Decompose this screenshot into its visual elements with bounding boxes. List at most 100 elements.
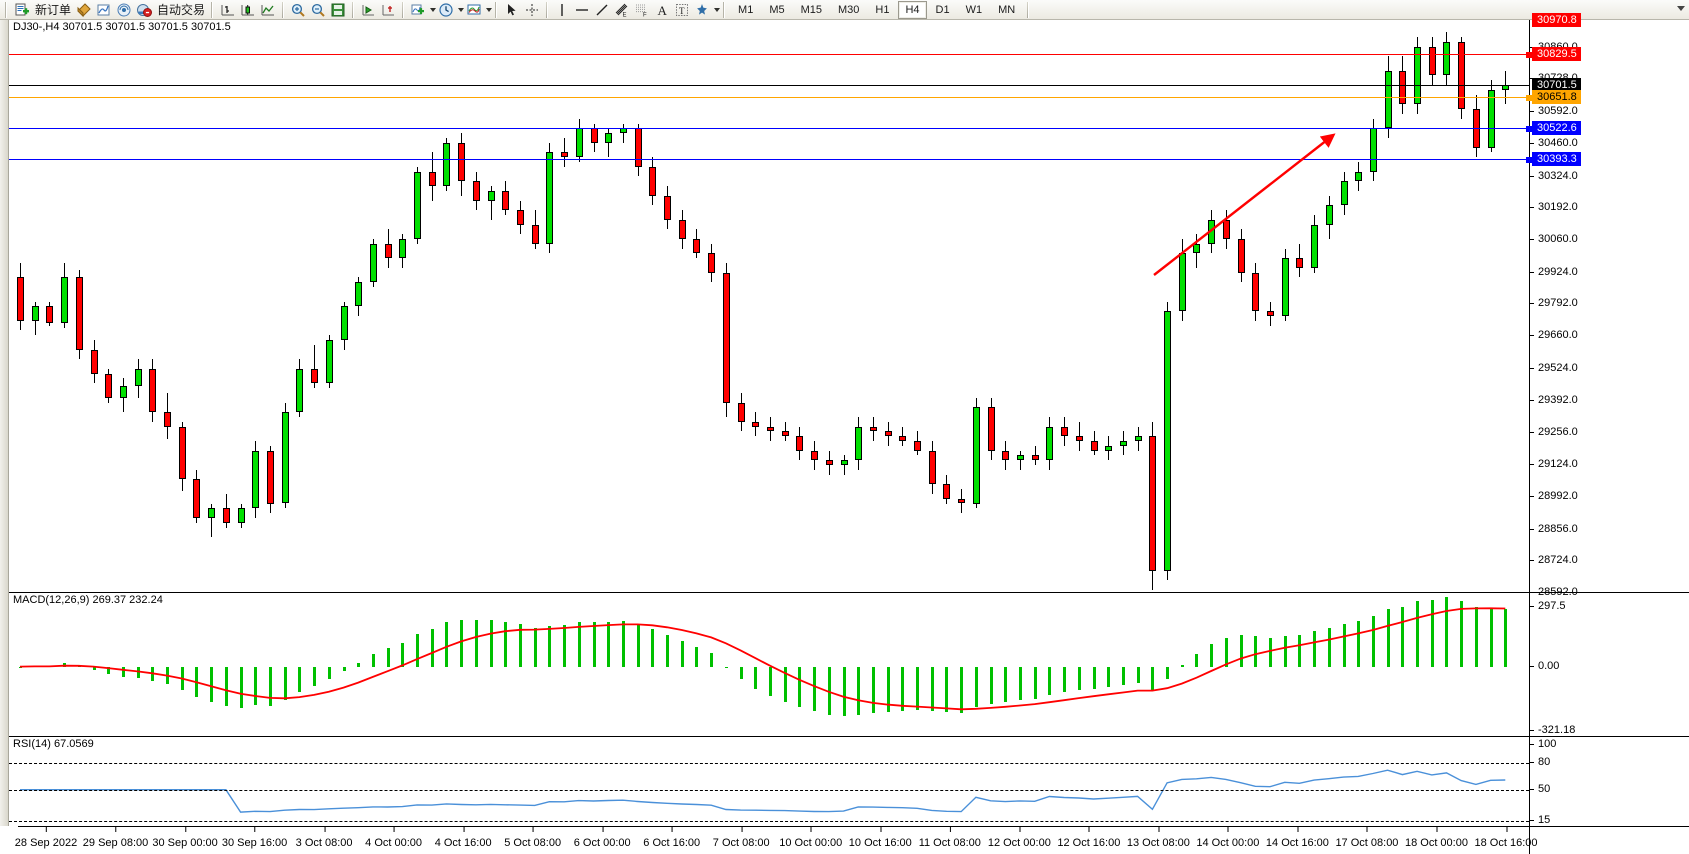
price-axis-tick: 29924.0 [1530,266,1578,278]
candle-wick [608,128,610,158]
candle-body [737,402,745,422]
macd-histogram-bar [445,621,449,667]
price-level-line[interactable] [9,156,1532,163]
time-axis-tick: 28 Sep 2022 [14,827,78,849]
price-level-line[interactable] [9,51,1532,58]
macd-histogram-bar [1004,666,1008,703]
price-level-tag[interactable]: 30829.5 [1532,46,1581,61]
vertical-line-icon[interactable] [552,1,572,19]
autotrading-label[interactable]: 自动交易 [157,3,206,17]
chart-window-dropdown-icon[interactable] [1677,6,1685,11]
cursor-icon[interactable] [502,1,522,19]
zoom-out-icon[interactable] [308,1,328,19]
chart-vertical-scrollbar[interactable] [0,20,9,826]
periods-icon[interactable] [436,1,456,19]
macd-histogram-bar [1077,666,1081,690]
price-level-tag[interactable]: 30701.5 [1532,77,1581,92]
auto-scroll-icon[interactable] [358,1,378,19]
candle-body [340,306,348,340]
candle-wick [622,123,624,143]
templates-icon[interactable] [464,1,484,19]
price-axis[interactable]: 30970.830860.030829.530728.030701.530651… [1529,13,1689,826]
timeframe-button-m5[interactable]: M5 [769,3,785,16]
new-order-label[interactable]: 新订单 [35,3,72,17]
toolbar-grip-2[interactable] [211,1,216,18]
main-toolbar[interactable]: 新订单 自动交易 [0,0,1689,20]
fibonacci-icon[interactable]: F [632,1,652,19]
price-pane[interactable]: DJ30-,H4 30701.5 30701.5 30701.5 30701.5 [9,20,1689,592]
time-axis[interactable]: 28 Sep 2022 29 Sep 08:00 30 Sep 00:00 30 Se… [14,826,1689,854]
line-chart-icon[interactable] [258,1,278,19]
market-watch-icon[interactable] [114,1,134,19]
chart-header-label: DJ30-,H4 30701.5 30701.5 30701.5 30701.5 [13,21,231,33]
macd-histogram-bar [1313,631,1317,667]
candle-body [222,508,230,523]
timeframe-button-m15[interactable]: M15 [800,3,822,16]
candle-body [517,210,524,225]
timeframe-button-w1[interactable]: W1 [965,3,983,16]
rsi-label: RSI(14) 67.0569 [13,738,94,750]
candlestick-chart-icon[interactable] [238,1,258,19]
candle-body [1031,455,1039,461]
candle-body [605,133,613,143]
macd-histogram-bar [989,666,993,705]
timeframe-button-mn[interactable]: MN [998,3,1016,16]
candle-body [811,450,819,461]
price-level-tag[interactable]: 30522.6 [1532,120,1581,135]
trendline-icon[interactable] [592,1,612,19]
toolbar-grip-3[interactable] [495,1,500,18]
candle-body [943,484,951,499]
indicators-icon[interactable] [408,1,428,19]
price-level-handle[interactable] [1526,156,1532,163]
price-level-line[interactable] [9,94,1532,101]
candle-body [46,306,54,324]
chart-window[interactable]: DJ30-,H4 30701.5 30701.5 30701.5 30701.5… [0,13,1689,854]
save-chart-icon[interactable] [328,1,348,19]
candle-body [722,272,730,403]
chart-shift-icon[interactable] [378,1,398,19]
price-level-tag[interactable]: 30970.8 [1532,13,1581,27]
toolbar-grip-4[interactable] [723,1,728,18]
shapes-icon[interactable] [692,1,712,19]
price-level-handle[interactable] [1526,125,1532,132]
text-label-icon[interactable]: A [652,1,672,19]
candle-body [502,190,510,211]
candle-body [1222,219,1230,239]
chart-plot-area[interactable]: DJ30-,H4 30701.5 30701.5 30701.5 30701.5… [9,13,1689,854]
macd-histogram-bar [1210,644,1214,667]
rsi-pane[interactable]: RSI(14) 67.0569 [9,736,1689,826]
timeframe-button-h4[interactable]: H4 [898,0,927,19]
crosshair-icon[interactable] [522,1,542,19]
timeframe-button-m30[interactable]: M30 [838,3,860,16]
timeframe-button-h1[interactable]: H1 [875,3,890,16]
timeframe-button-m1[interactable]: M1 [738,3,754,16]
toolbar-grip[interactable] [5,1,9,18]
horizontal-line-icon[interactable] [572,1,592,19]
price-level-line[interactable] [9,84,1529,86]
price-level-handle[interactable] [1526,94,1532,101]
timeframe-button-d1[interactable]: D1 [935,3,950,16]
bar-chart-icon[interactable] [218,1,238,19]
macd-pane[interactable]: MACD(12,26,9) 269.37 232.24 [9,592,1689,736]
autotrading-icon[interactable] [134,1,154,19]
equidistant-channel-icon[interactable]: E [612,1,632,19]
price-level-tag[interactable]: 30393.3 [1532,151,1581,166]
time-axis-tick: 12 Oct 16:00 [1057,827,1121,849]
zoom-in-icon[interactable] [288,1,308,19]
price-level-handle[interactable] [1526,51,1532,58]
new-order-icon[interactable] [12,1,32,19]
candle-body [1281,258,1289,316]
timeframe-bar[interactable]: M1 M5 M15 M30 H1 H4 D1 W1 MN [730,0,1023,19]
text-box-icon[interactable]: T [672,1,692,19]
price-level-tag[interactable]: 30651.8 [1532,89,1581,104]
expert-advisor-icon[interactable] [74,1,94,19]
macd-histogram-bar [724,666,728,668]
price-level-line[interactable] [9,125,1532,132]
macd-histogram-bar [210,666,214,702]
templates-dropdown-caret[interactable] [486,7,493,12]
data-window-icon[interactable] [94,1,114,19]
shapes-dropdown-caret[interactable] [714,7,721,12]
indicators-dropdown-caret[interactable] [430,7,437,12]
macd-histogram-bar [1283,635,1287,667]
periods-dropdown-caret[interactable] [458,7,465,12]
